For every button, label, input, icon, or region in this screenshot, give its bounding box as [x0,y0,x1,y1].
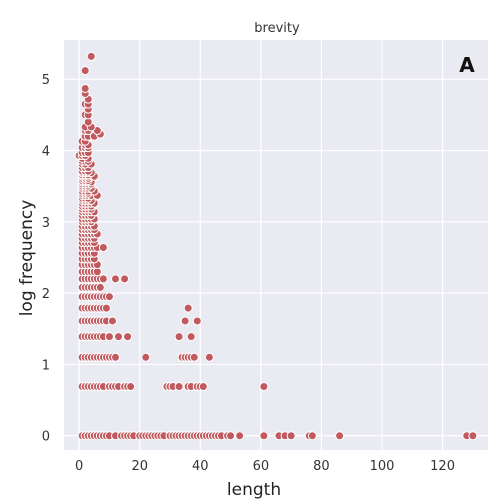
y-tick-label: 3 [42,216,50,231]
y-tick-label: 0 [42,430,50,445]
data-point [180,316,190,326]
x-tick-label: 120 [430,459,455,474]
y-tick-label: 1 [42,358,50,373]
data-point [204,352,214,362]
data-point [98,274,108,284]
y-tick-label: 2 [42,287,50,302]
data-point [174,382,184,392]
data-point [174,332,184,342]
x-tick-label: 0 [75,459,83,474]
data-point [86,51,96,61]
data-point [80,83,90,93]
data-point [110,274,120,284]
data-point [123,332,133,342]
data-point [104,292,114,302]
data-point [307,431,317,441]
data-point [235,431,245,441]
data-point [259,431,269,441]
data-point [468,431,478,441]
data-points [74,51,478,441]
data-point [98,242,108,252]
data-point [226,431,236,441]
y-tick-label: 4 [42,145,50,160]
chart-title: brevity [254,21,300,36]
data-point [286,431,296,441]
data-point [192,316,202,326]
y-axis-label: log frequency [17,200,37,317]
data-point [120,274,130,284]
data-point [198,382,208,392]
data-point [110,352,120,362]
data-point [189,352,199,362]
data-point [186,332,196,342]
data-point [114,332,124,342]
x-tick-label: 80 [313,459,330,474]
x-tick-label: 40 [192,459,209,474]
data-point [141,352,151,362]
data-point [80,66,90,76]
x-tick-label: 60 [253,459,270,474]
plot-area [64,40,488,450]
x-tick-label: 20 [131,459,148,474]
data-point [183,303,193,313]
data-point [335,431,345,441]
data-point [95,282,105,292]
panel-label: A [459,53,475,77]
data-point [259,382,269,392]
data-point [101,303,111,313]
data-point [104,332,114,342]
data-point [126,382,136,392]
data-point [107,316,117,326]
y-tick-label: 5 [42,73,50,88]
tick-labels: 0 20 40 60 80 100 120 0 1 2 3 4 5 [42,73,455,474]
x-axis-label: length [227,480,281,499]
x-tick-label: 100 [370,459,395,474]
